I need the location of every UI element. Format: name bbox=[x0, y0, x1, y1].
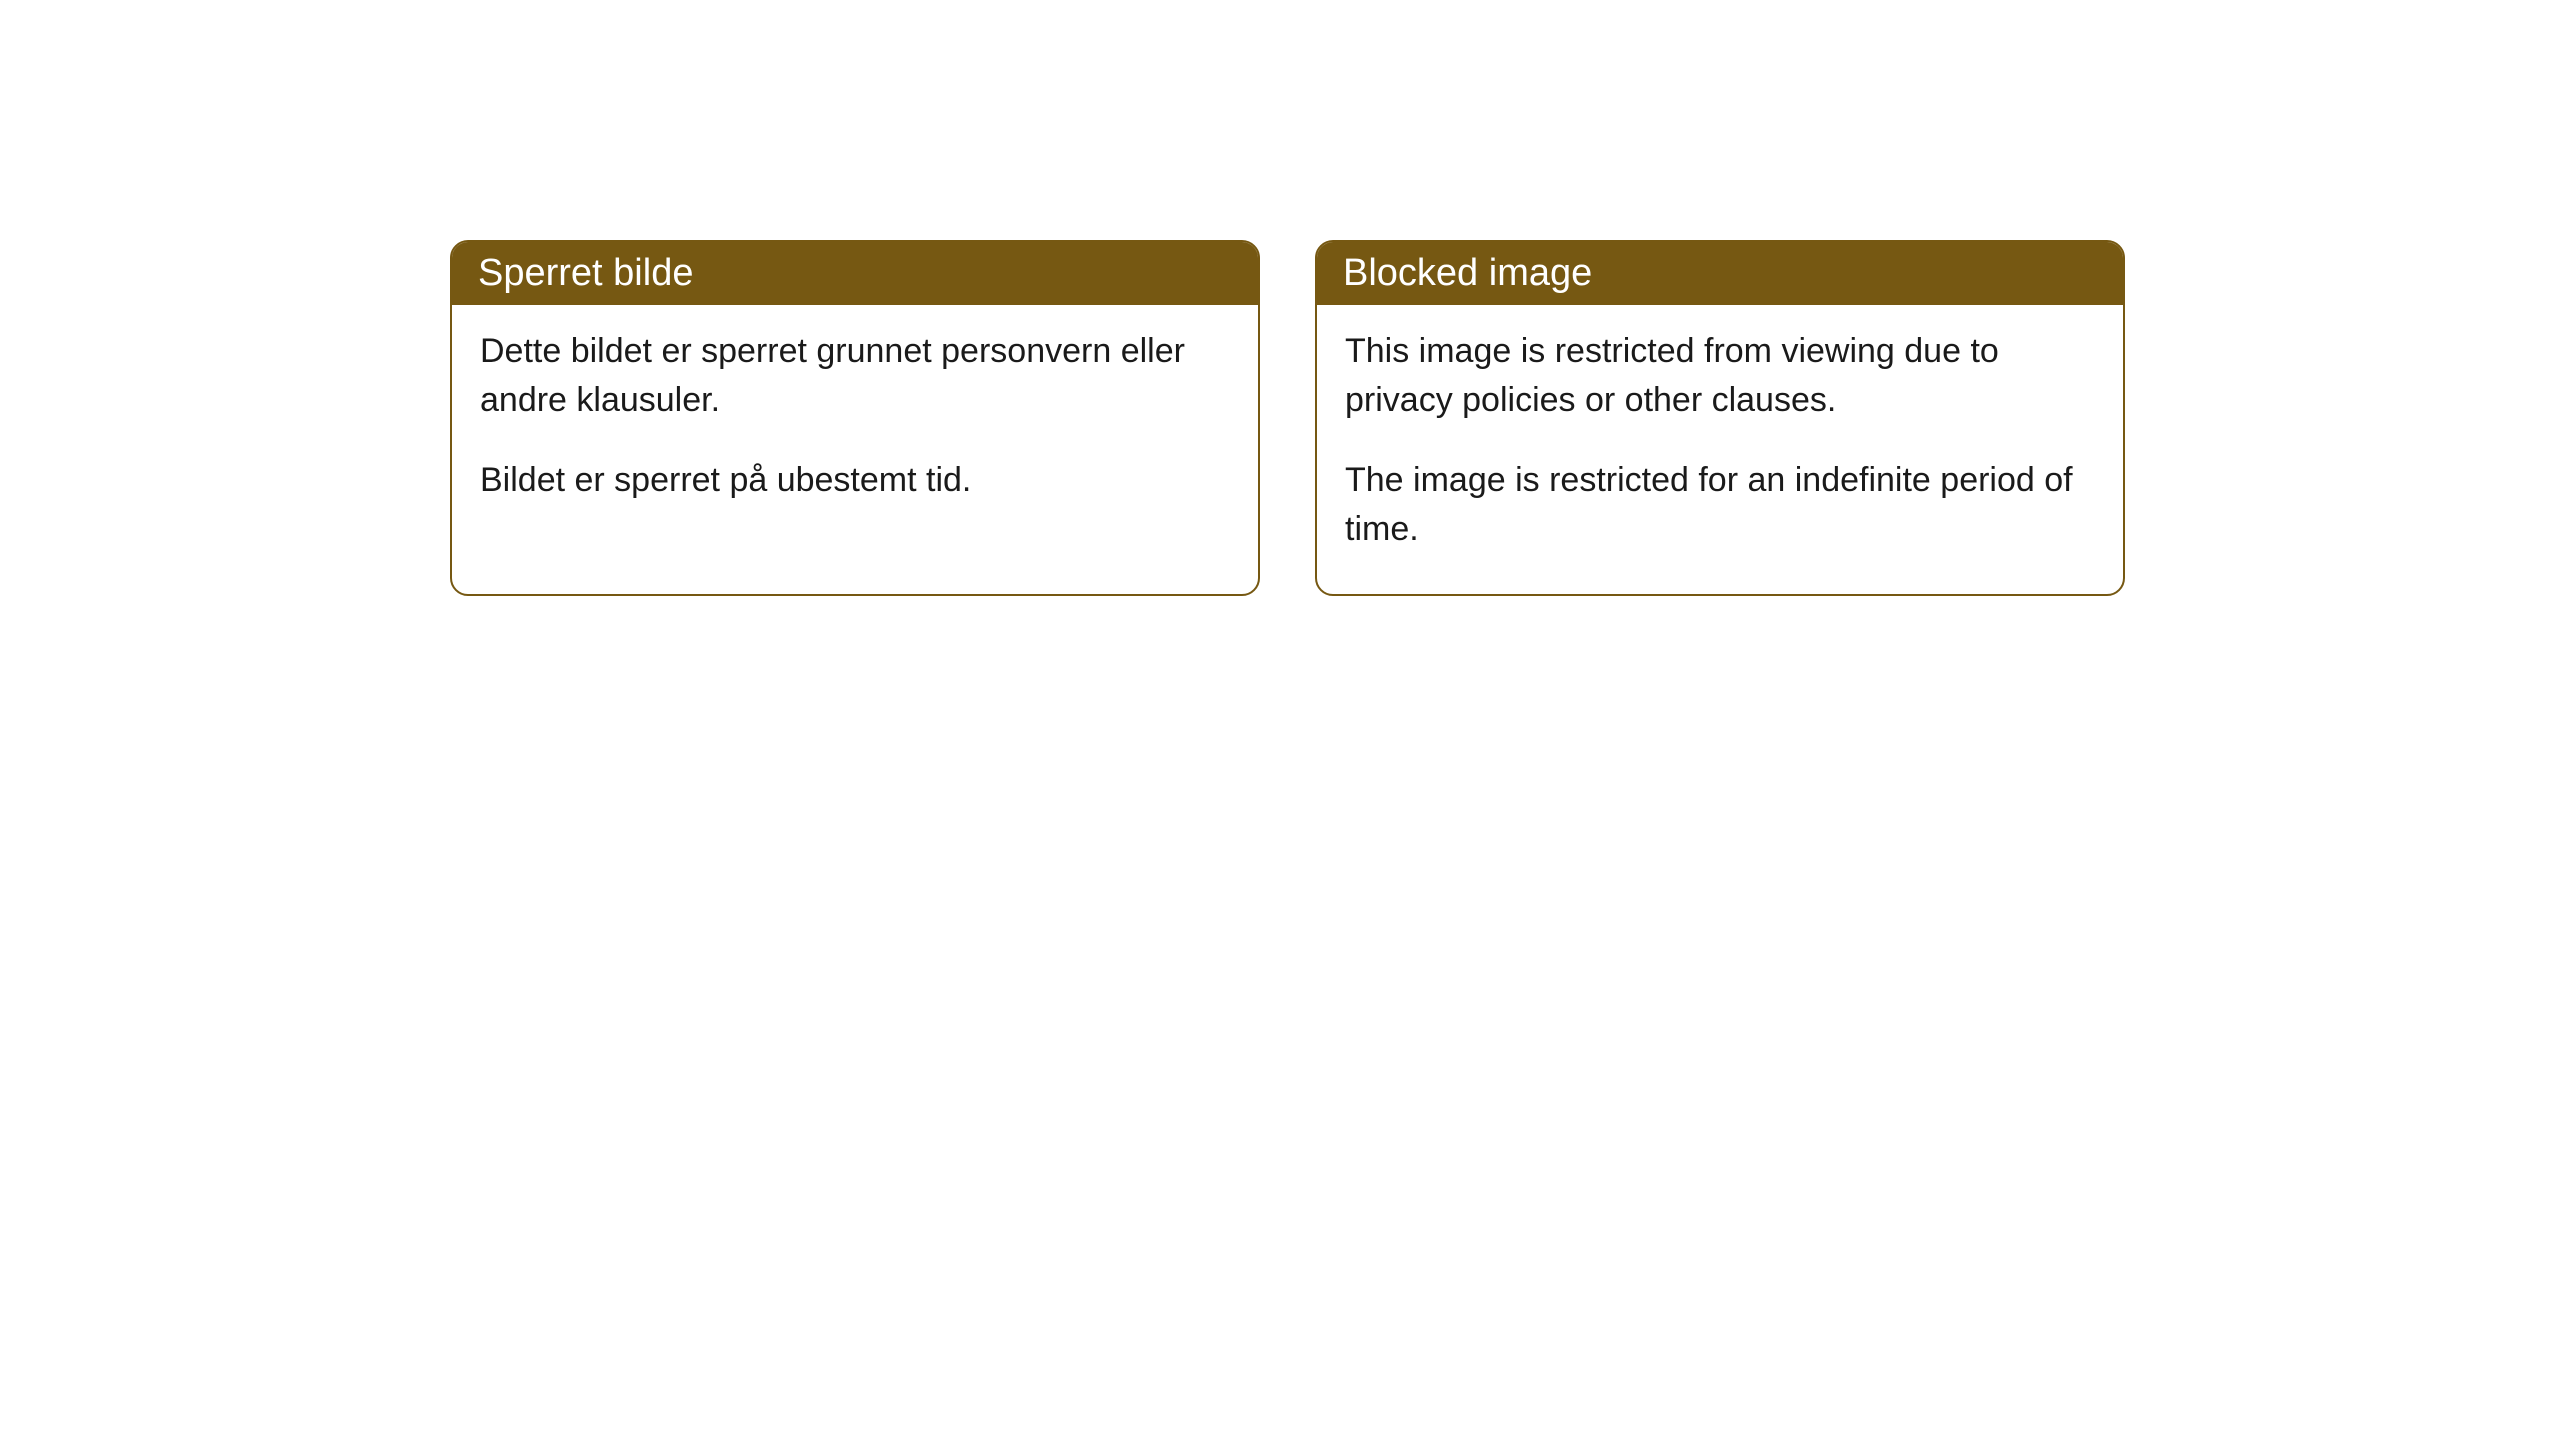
card-paragraph-2-no: Bildet er sperret på ubestemt tid. bbox=[480, 456, 1230, 505]
card-paragraph-2-en: The image is restricted for an indefinit… bbox=[1345, 456, 2095, 555]
blocked-image-card-en: Blocked image This image is restricted f… bbox=[1315, 240, 2125, 596]
card-body-en: This image is restricted from viewing du… bbox=[1317, 305, 2123, 594]
card-body-no: Dette bildet er sperret grunnet personve… bbox=[452, 305, 1258, 545]
card-header-no: Sperret bilde bbox=[452, 242, 1258, 305]
notice-cards-container: Sperret bilde Dette bildet er sperret gr… bbox=[450, 240, 2125, 596]
blocked-image-card-no: Sperret bilde Dette bildet er sperret gr… bbox=[450, 240, 1260, 596]
card-paragraph-1-no: Dette bildet er sperret grunnet personve… bbox=[480, 327, 1230, 426]
card-paragraph-1-en: This image is restricted from viewing du… bbox=[1345, 327, 2095, 426]
card-header-en: Blocked image bbox=[1317, 242, 2123, 305]
